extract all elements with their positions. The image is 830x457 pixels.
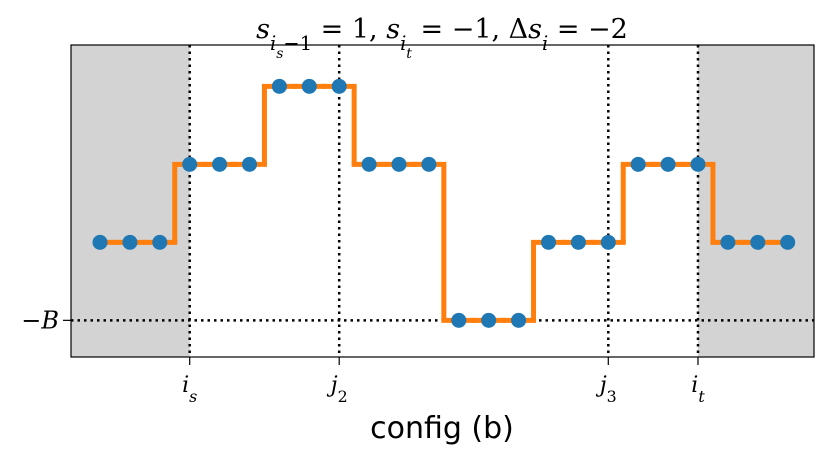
- data-point: [720, 234, 736, 250]
- data-point: [241, 156, 257, 172]
- x-tick-label: is​: [182, 373, 197, 406]
- data-point: [690, 156, 706, 172]
- axes-frame: [70, 44, 815, 358]
- data-point: [122, 234, 138, 250]
- data-point: [212, 156, 228, 172]
- data-point: [361, 156, 377, 172]
- x-axis-label: config (b): [370, 411, 514, 446]
- data-point: [92, 234, 108, 250]
- data-point: [630, 156, 646, 172]
- data-point: [271, 78, 287, 94]
- data-point: [511, 312, 527, 328]
- data-point: [540, 234, 556, 250]
- data-point: [451, 312, 467, 328]
- data-point: [331, 78, 347, 94]
- shaded-region: [71, 45, 190, 357]
- chart-title: sis​−1​ = 1, sit​​ = −1, Δsi​ = −2: [256, 14, 628, 62]
- x-tick-label: it​: [691, 373, 705, 406]
- data-point: [600, 234, 616, 250]
- data-point: [780, 234, 796, 250]
- data-point: [421, 156, 437, 172]
- data-point: [750, 234, 766, 250]
- y-tick-label: −B: [21, 306, 59, 334]
- data-point: [570, 234, 586, 250]
- x-tick-label: j2​: [326, 373, 348, 406]
- data-point: [481, 312, 497, 328]
- data-point: [391, 156, 407, 172]
- x-tick-label: j3​: [595, 373, 617, 406]
- data-point: [301, 78, 317, 94]
- data-point: [152, 234, 168, 250]
- data-point: [182, 156, 198, 172]
- data-point: [660, 156, 676, 172]
- shaded-region: [697, 45, 814, 357]
